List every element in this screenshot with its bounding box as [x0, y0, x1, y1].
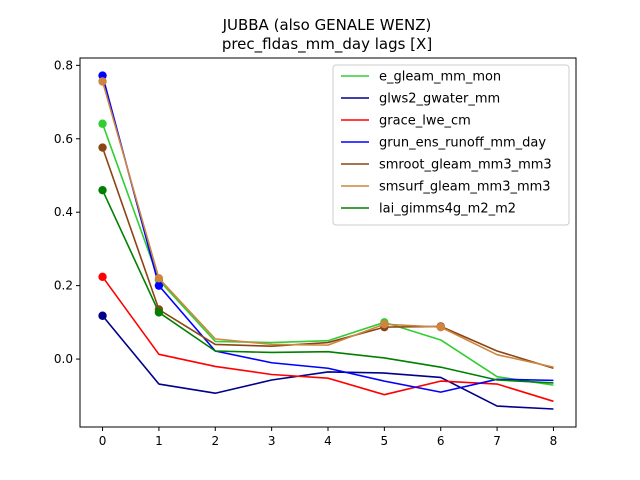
legend-label: glws2_gwater_mm: [379, 92, 500, 107]
series-line: [101, 75, 554, 393]
x-tick-label: 6: [437, 434, 445, 448]
data-point: [154, 308, 164, 317]
y-tick-label: 0.2: [54, 279, 73, 293]
series-grun_ens_runoff_mm_day: [98, 71, 554, 393]
data-point: [380, 319, 389, 329]
legend-label: lai_gimms4g_m2_m2: [379, 202, 516, 217]
x-tick-label: 5: [381, 434, 389, 448]
data-point: [98, 272, 107, 282]
series-glws2_gwater_mm: [98, 311, 554, 410]
x-tick-label: 7: [493, 434, 501, 448]
data-point: [98, 185, 107, 195]
legend-label: smsurf_gleam_mm3_mm3: [379, 180, 551, 195]
y-tick-label: 0.8: [54, 58, 73, 72]
legend-label: grace_lwe_cm: [379, 114, 471, 129]
legend-label: e_gleam_mm_mon: [379, 70, 501, 85]
legend-label: smroot_gleam_mm3_mm3: [379, 158, 552, 173]
y-tick-label: 0.0: [54, 352, 73, 366]
x-tick-label: 3: [268, 434, 276, 448]
series-line: [101, 81, 554, 368]
series-line: [101, 147, 554, 370]
series-line: [101, 123, 554, 386]
x-tick-label: 8: [550, 434, 558, 448]
y-tick-label: 0.4: [54, 205, 73, 219]
data-point: [98, 311, 107, 320]
data-point: [98, 77, 107, 86]
legend-label: grun_ens_runoff_mm_day: [379, 136, 546, 151]
y-tick-label: 0.6: [54, 132, 73, 146]
series-line: [101, 315, 554, 410]
x-axis: 0 1 2 3 4 5 6 7 8: [99, 427, 558, 448]
data-point: [154, 281, 164, 290]
series-smsurf_gleam_mm3_mm3: [98, 77, 554, 368]
data-point: [98, 71, 107, 80]
x-tick-label: 0: [99, 434, 107, 448]
x-tick-label: 1: [155, 434, 163, 448]
legend-box: [332, 64, 570, 226]
data-point: [436, 322, 445, 332]
legend: e_gleam_mm_mon glws2_gwater_mm grace_lwe_c…: [332, 64, 570, 226]
chart-title: JUBBA (also GENALE WENZ): [222, 16, 432, 34]
series-line: [101, 189, 554, 384]
series-lai_gimms4g_m2_m2: [98, 185, 554, 384]
y-axis: 0.0 0.2 0.4 0.6 0.8: [54, 58, 80, 366]
data-point: [98, 119, 107, 128]
x-tick-label: 4: [324, 434, 332, 448]
x-tick-label: 2: [211, 434, 219, 448]
series-layer: [98, 71, 554, 410]
data-point: [154, 274, 164, 283]
data-point: [98, 143, 107, 152]
chart-subtitle: prec_fldas_mm_day lags [X]: [222, 35, 432, 54]
